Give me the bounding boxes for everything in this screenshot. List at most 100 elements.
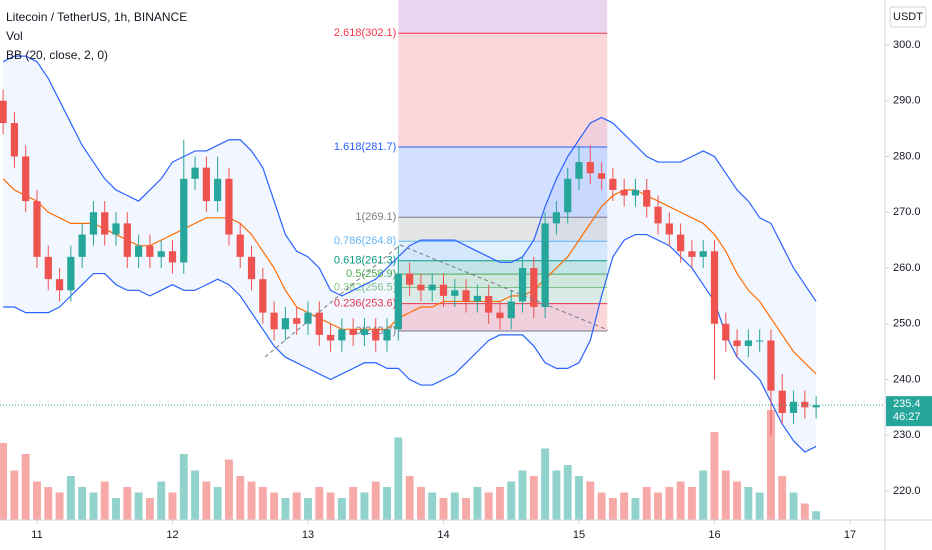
volume-bar <box>157 481 166 520</box>
candle-body <box>699 251 707 257</box>
candle-body <box>733 340 741 347</box>
candle-body <box>812 405 820 408</box>
volume-bar <box>812 511 821 520</box>
candle-body <box>146 245 154 257</box>
volume-bar <box>337 498 346 520</box>
fib-label: 1(269.1) <box>355 211 396 223</box>
candle-body <box>372 329 380 341</box>
candle-body <box>722 323 730 341</box>
candle-body <box>214 178 222 202</box>
y-tick-label: 250.0 <box>893 318 921 330</box>
candle-body <box>55 279 64 291</box>
candle-body <box>530 268 538 308</box>
candle-body <box>315 312 323 335</box>
volume-bar <box>78 487 87 520</box>
volume-bar <box>687 487 696 520</box>
candle-body <box>575 162 583 179</box>
volume-bar <box>112 498 120 520</box>
candle-body <box>541 223 549 308</box>
volume-bar <box>134 492 143 520</box>
volume-bar <box>608 498 617 520</box>
fib-zone <box>398 274 608 288</box>
candle-body <box>643 189 651 207</box>
volume-bar <box>281 498 290 520</box>
volume-bar <box>202 481 211 520</box>
candle-body <box>157 251 165 257</box>
candle-body <box>247 256 256 280</box>
volume-bar <box>371 481 380 520</box>
volume-bar <box>721 470 730 520</box>
candle-body <box>552 212 561 224</box>
candle-body <box>225 178 233 235</box>
candle-body <box>677 234 685 252</box>
y-tick-label: 230.0 <box>893 429 921 441</box>
fib-label: 2.618(302.1) <box>334 27 396 39</box>
candle-body <box>665 223 673 235</box>
volume-bar <box>10 470 19 520</box>
candle-body <box>428 284 436 291</box>
fib-zone <box>398 287 608 304</box>
candle-body <box>304 312 312 324</box>
candle-body <box>417 284 425 291</box>
volume-bar <box>100 481 109 520</box>
volume-bar <box>620 492 629 520</box>
fib-label: 0.618(261.3) <box>334 255 396 267</box>
candle-body <box>394 273 402 330</box>
volume-bar <box>575 476 583 520</box>
candle-body <box>789 401 798 413</box>
candle-body <box>202 167 210 202</box>
candle-body <box>631 189 640 196</box>
volume-bar <box>191 470 200 520</box>
candle-body <box>33 201 41 257</box>
currency-label[interactable]: USDT <box>893 11 923 23</box>
volume-bar <box>789 492 798 520</box>
volume-bar <box>495 487 504 520</box>
volume-bar <box>676 481 685 520</box>
last-price-box <box>886 396 932 427</box>
candle-body <box>67 256 75 291</box>
volume-bar <box>778 476 787 520</box>
y-tick-label: 240.0 <box>893 373 921 385</box>
candle-body <box>123 223 131 257</box>
volume-bar <box>586 481 595 520</box>
volume-bar <box>744 487 753 520</box>
candle-body <box>620 189 628 196</box>
volume-bar <box>755 492 764 520</box>
fib-label: 1.618(281.7) <box>334 141 396 153</box>
candle-body <box>338 329 346 341</box>
candle-body <box>801 401 809 408</box>
candle-body <box>451 290 459 296</box>
volume-bar <box>123 487 132 520</box>
fib-label: 0.236(253.6) <box>334 298 396 310</box>
currency-button[interactable] <box>889 6 927 28</box>
candle-body <box>326 334 335 341</box>
x-tick-label: 17 <box>844 529 856 541</box>
candle-body <box>236 234 244 257</box>
volume-bar <box>326 492 335 520</box>
last-price-label: 235.4 <box>893 398 921 410</box>
volume-bar <box>405 476 414 520</box>
vol-legend: Vol <box>6 29 23 43</box>
y-tick-label: 270.0 <box>893 206 921 218</box>
volume-bar <box>710 432 719 520</box>
volume-bar <box>44 487 53 520</box>
x-tick-label: 16 <box>708 529 720 541</box>
volume-bar <box>292 492 301 520</box>
bb-upper <box>2 55 817 302</box>
volume-bar <box>473 487 482 520</box>
countdown-label: 46:27 <box>893 411 921 423</box>
volume-bar <box>450 492 459 520</box>
candle-body <box>78 234 86 257</box>
candle-body <box>767 340 775 391</box>
fib-label: 0.786(264.8) <box>334 235 396 247</box>
candle-body <box>710 251 719 324</box>
volume-bar <box>55 492 64 520</box>
candle-body <box>281 318 290 330</box>
candle-body <box>564 178 572 213</box>
candle-body <box>518 268 527 302</box>
x-tick-label: 13 <box>302 529 314 541</box>
candle-body <box>349 329 357 335</box>
candle-body <box>609 178 617 190</box>
y-tick-label: 220.0 <box>893 485 921 497</box>
